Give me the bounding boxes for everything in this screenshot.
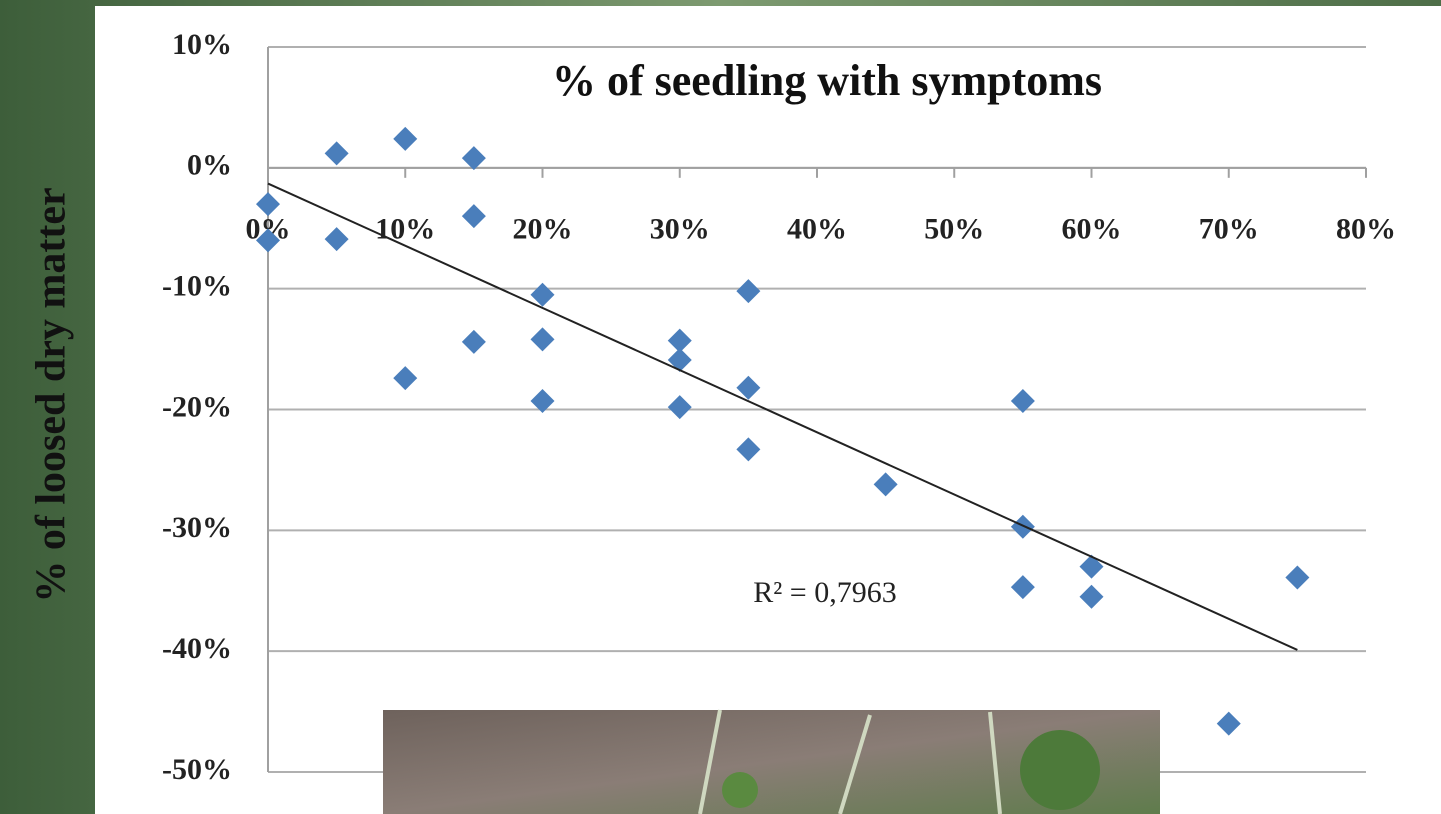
x-tick-label: 10% bbox=[375, 213, 435, 246]
photo-leaf bbox=[722, 772, 758, 808]
x-tick-label: 20% bbox=[513, 213, 573, 246]
page: % of seedling with symptoms % of loosed … bbox=[0, 0, 1441, 814]
y-tick-label: 0% bbox=[187, 149, 232, 182]
y-tick-label: -10% bbox=[162, 270, 232, 303]
x-tick-label: 40% bbox=[787, 213, 847, 246]
trendline-label: R² = 0,7963 bbox=[753, 576, 896, 609]
y-tick-label: -50% bbox=[162, 753, 232, 786]
chart: % of seedling with symptoms % of loosed … bbox=[0, 0, 1441, 814]
x-tick-label: 50% bbox=[924, 213, 984, 246]
y-axis-label: % of loosed dry matter bbox=[29, 187, 75, 602]
x-tick-label: 30% bbox=[650, 213, 710, 246]
x-tick-label: 60% bbox=[1062, 213, 1122, 246]
y-tick-label: 10% bbox=[172, 28, 232, 61]
x-tick-label: 80% bbox=[1336, 213, 1396, 246]
chart-title: % of seedling with symptoms bbox=[552, 56, 1102, 105]
x-tick-label: 70% bbox=[1199, 213, 1259, 246]
photo-leaf bbox=[1020, 730, 1100, 810]
y-tick-label: -20% bbox=[162, 390, 232, 423]
y-tick-label: -30% bbox=[162, 511, 232, 544]
y-tick-label: -40% bbox=[162, 632, 232, 665]
